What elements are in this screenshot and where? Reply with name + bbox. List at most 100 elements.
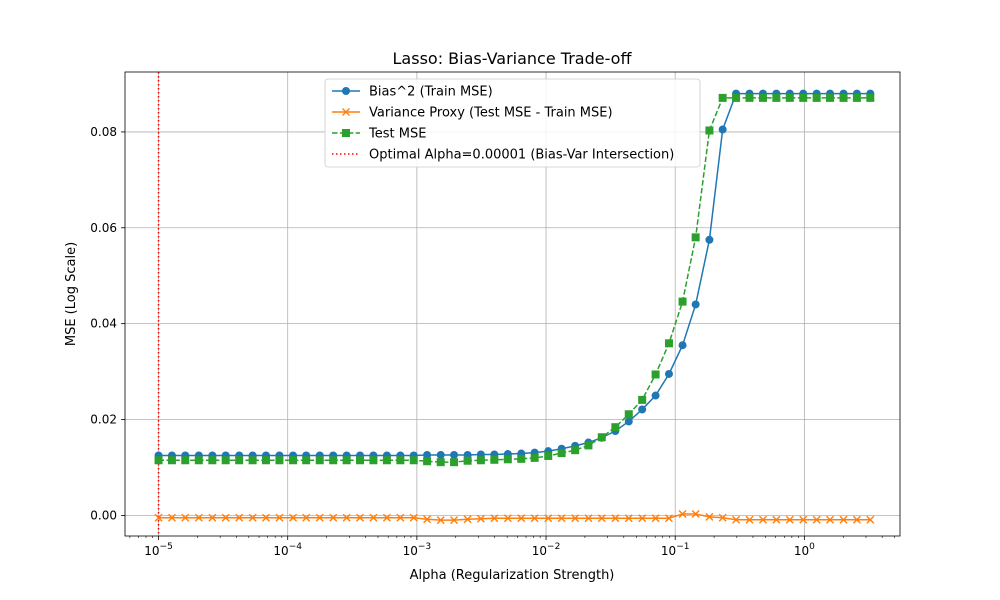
data-point bbox=[624, 514, 633, 523]
data-point bbox=[302, 513, 311, 522]
data-point bbox=[235, 456, 244, 465]
data-point bbox=[812, 93, 821, 102]
data-point bbox=[450, 450, 459, 459]
data-point bbox=[396, 513, 405, 522]
data-point bbox=[221, 456, 230, 465]
data-point bbox=[597, 514, 606, 523]
data-point bbox=[436, 516, 445, 525]
data-point bbox=[436, 458, 445, 467]
data-point bbox=[678, 341, 687, 350]
data-point bbox=[221, 513, 230, 522]
data-point bbox=[261, 513, 270, 522]
y-tick-label: 0.08 bbox=[90, 125, 117, 139]
data-point bbox=[584, 514, 593, 523]
series-line bbox=[158, 513, 871, 521]
data-point bbox=[597, 433, 606, 442]
data-point bbox=[611, 514, 620, 523]
legend-marker bbox=[342, 108, 350, 116]
legend-marker bbox=[342, 87, 350, 95]
data-point bbox=[691, 509, 700, 518]
data-point bbox=[436, 450, 445, 459]
series-1 bbox=[154, 509, 875, 525]
data-point bbox=[691, 233, 700, 242]
data-point bbox=[557, 514, 566, 523]
data-point bbox=[423, 450, 432, 459]
y-tick-label: 0.00 bbox=[90, 508, 117, 522]
data-point bbox=[651, 370, 660, 379]
data-point bbox=[476, 456, 485, 465]
data-point bbox=[235, 513, 244, 522]
data-point bbox=[329, 456, 338, 465]
data-point bbox=[490, 455, 499, 464]
data-point bbox=[812, 515, 821, 524]
legend-box bbox=[324, 78, 701, 168]
data-point bbox=[315, 456, 324, 465]
data-point bbox=[772, 93, 781, 102]
data-point bbox=[651, 514, 660, 523]
data-point bbox=[651, 391, 660, 400]
data-point bbox=[758, 93, 767, 102]
data-point bbox=[409, 513, 418, 522]
legend-label: Bias^2 (Train MSE) bbox=[369, 85, 493, 100]
legend-item: Variance Proxy (Test MSE - Train MSE) bbox=[332, 106, 613, 121]
data-point bbox=[289, 456, 298, 465]
data-point bbox=[530, 453, 539, 462]
x-axis-label: Alpha (Regularization Strength) bbox=[410, 568, 615, 583]
x-tick-label: 10−3 bbox=[403, 542, 432, 558]
data-point bbox=[342, 456, 351, 465]
data-point bbox=[638, 514, 647, 523]
data-point bbox=[745, 93, 754, 102]
data-point bbox=[517, 454, 526, 463]
data-point bbox=[718, 125, 727, 134]
data-point bbox=[450, 516, 459, 525]
legend-item: Test MSE bbox=[332, 127, 426, 142]
data-point bbox=[356, 456, 365, 465]
data-point bbox=[705, 235, 714, 244]
data-point bbox=[866, 93, 875, 102]
data-point bbox=[476, 514, 485, 523]
data-point bbox=[315, 513, 324, 522]
legend: Bias^2 (Train MSE) Variance Proxy (Test M… bbox=[324, 78, 701, 168]
legend-label: Optimal Alpha=0.00001 (Bias-Var Intersec… bbox=[369, 148, 674, 163]
data-point bbox=[261, 456, 270, 465]
data-point bbox=[732, 93, 741, 102]
data-point bbox=[396, 456, 405, 465]
series-2 bbox=[154, 93, 875, 467]
data-point bbox=[154, 456, 163, 465]
data-point bbox=[450, 458, 459, 467]
series-layer bbox=[154, 89, 875, 525]
data-point bbox=[852, 93, 861, 102]
data-point bbox=[557, 449, 566, 458]
data-point bbox=[718, 513, 727, 522]
data-point bbox=[530, 514, 539, 523]
data-point bbox=[664, 339, 673, 348]
data-point bbox=[463, 515, 472, 524]
data-point bbox=[758, 515, 767, 524]
data-point bbox=[181, 456, 190, 465]
data-point bbox=[799, 93, 808, 102]
data-point bbox=[638, 405, 647, 414]
data-point bbox=[664, 514, 673, 523]
data-point bbox=[503, 455, 512, 464]
data-point bbox=[866, 515, 875, 524]
data-point bbox=[329, 513, 338, 522]
data-point bbox=[611, 423, 620, 432]
data-point bbox=[275, 513, 284, 522]
data-point bbox=[745, 515, 754, 524]
data-point bbox=[852, 515, 861, 524]
y-axis: 0.00 0.02 0.04 0.06 0.08 bbox=[90, 125, 125, 522]
legend-marker bbox=[342, 129, 350, 137]
data-point bbox=[423, 515, 432, 524]
data-point bbox=[194, 456, 203, 465]
data-point bbox=[342, 513, 351, 522]
data-point bbox=[289, 513, 298, 522]
data-point bbox=[799, 515, 808, 524]
chart-title: Lasso: Bias-Variance Trade-off bbox=[393, 49, 633, 68]
data-point bbox=[248, 513, 257, 522]
data-point bbox=[382, 456, 391, 465]
data-point bbox=[664, 369, 673, 378]
data-point bbox=[826, 93, 835, 102]
data-point bbox=[382, 513, 391, 522]
data-point bbox=[785, 515, 794, 524]
